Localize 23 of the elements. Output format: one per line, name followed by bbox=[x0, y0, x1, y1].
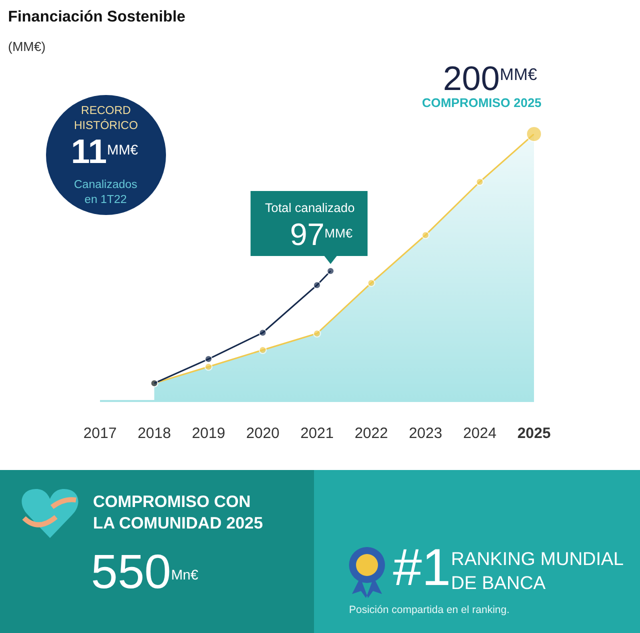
text: RANKING MUNDIAL DE BANCA bbox=[451, 548, 624, 594]
chart-subtitle: (MM€) bbox=[8, 38, 46, 54]
annotation: 97$^{MM€}$ bbox=[290, 217, 352, 252]
text: COMPROMISO 2025 bbox=[422, 96, 542, 110]
annotation: Canalizados en 1T22 bbox=[74, 179, 138, 206]
x-tick-label: 2025 bbox=[517, 424, 551, 442]
text: RECORD HISTÓRICO bbox=[74, 105, 138, 132]
x-tick-label: 2019 bbox=[192, 424, 226, 442]
x-tick-label: 2024 bbox=[463, 424, 496, 442]
text: COMPROMISO CON LA COMUNIDAD 2025 bbox=[93, 493, 263, 532]
chart-title: Financiación Sostenible bbox=[8, 8, 186, 26]
annotation: 11$^{MM€}$ bbox=[71, 133, 138, 171]
x-tick-label: 2017 bbox=[83, 424, 117, 442]
x-tick-label: 2018 bbox=[138, 424, 171, 442]
annotation: Total canalizado bbox=[265, 201, 355, 215]
x-tick-label: 2021 bbox=[300, 424, 334, 442]
x-tick-label: 2023 bbox=[408, 424, 442, 442]
x-tick-label: 2020 bbox=[246, 424, 280, 442]
x-tick-label: 2022 bbox=[354, 424, 388, 442]
text: Posición compartida en el ranking. bbox=[349, 604, 510, 616]
text: 550$^{Mn€}$ bbox=[91, 546, 199, 599]
text: #1 bbox=[393, 539, 451, 597]
text: 200$^{MM€}$ bbox=[443, 60, 538, 98]
